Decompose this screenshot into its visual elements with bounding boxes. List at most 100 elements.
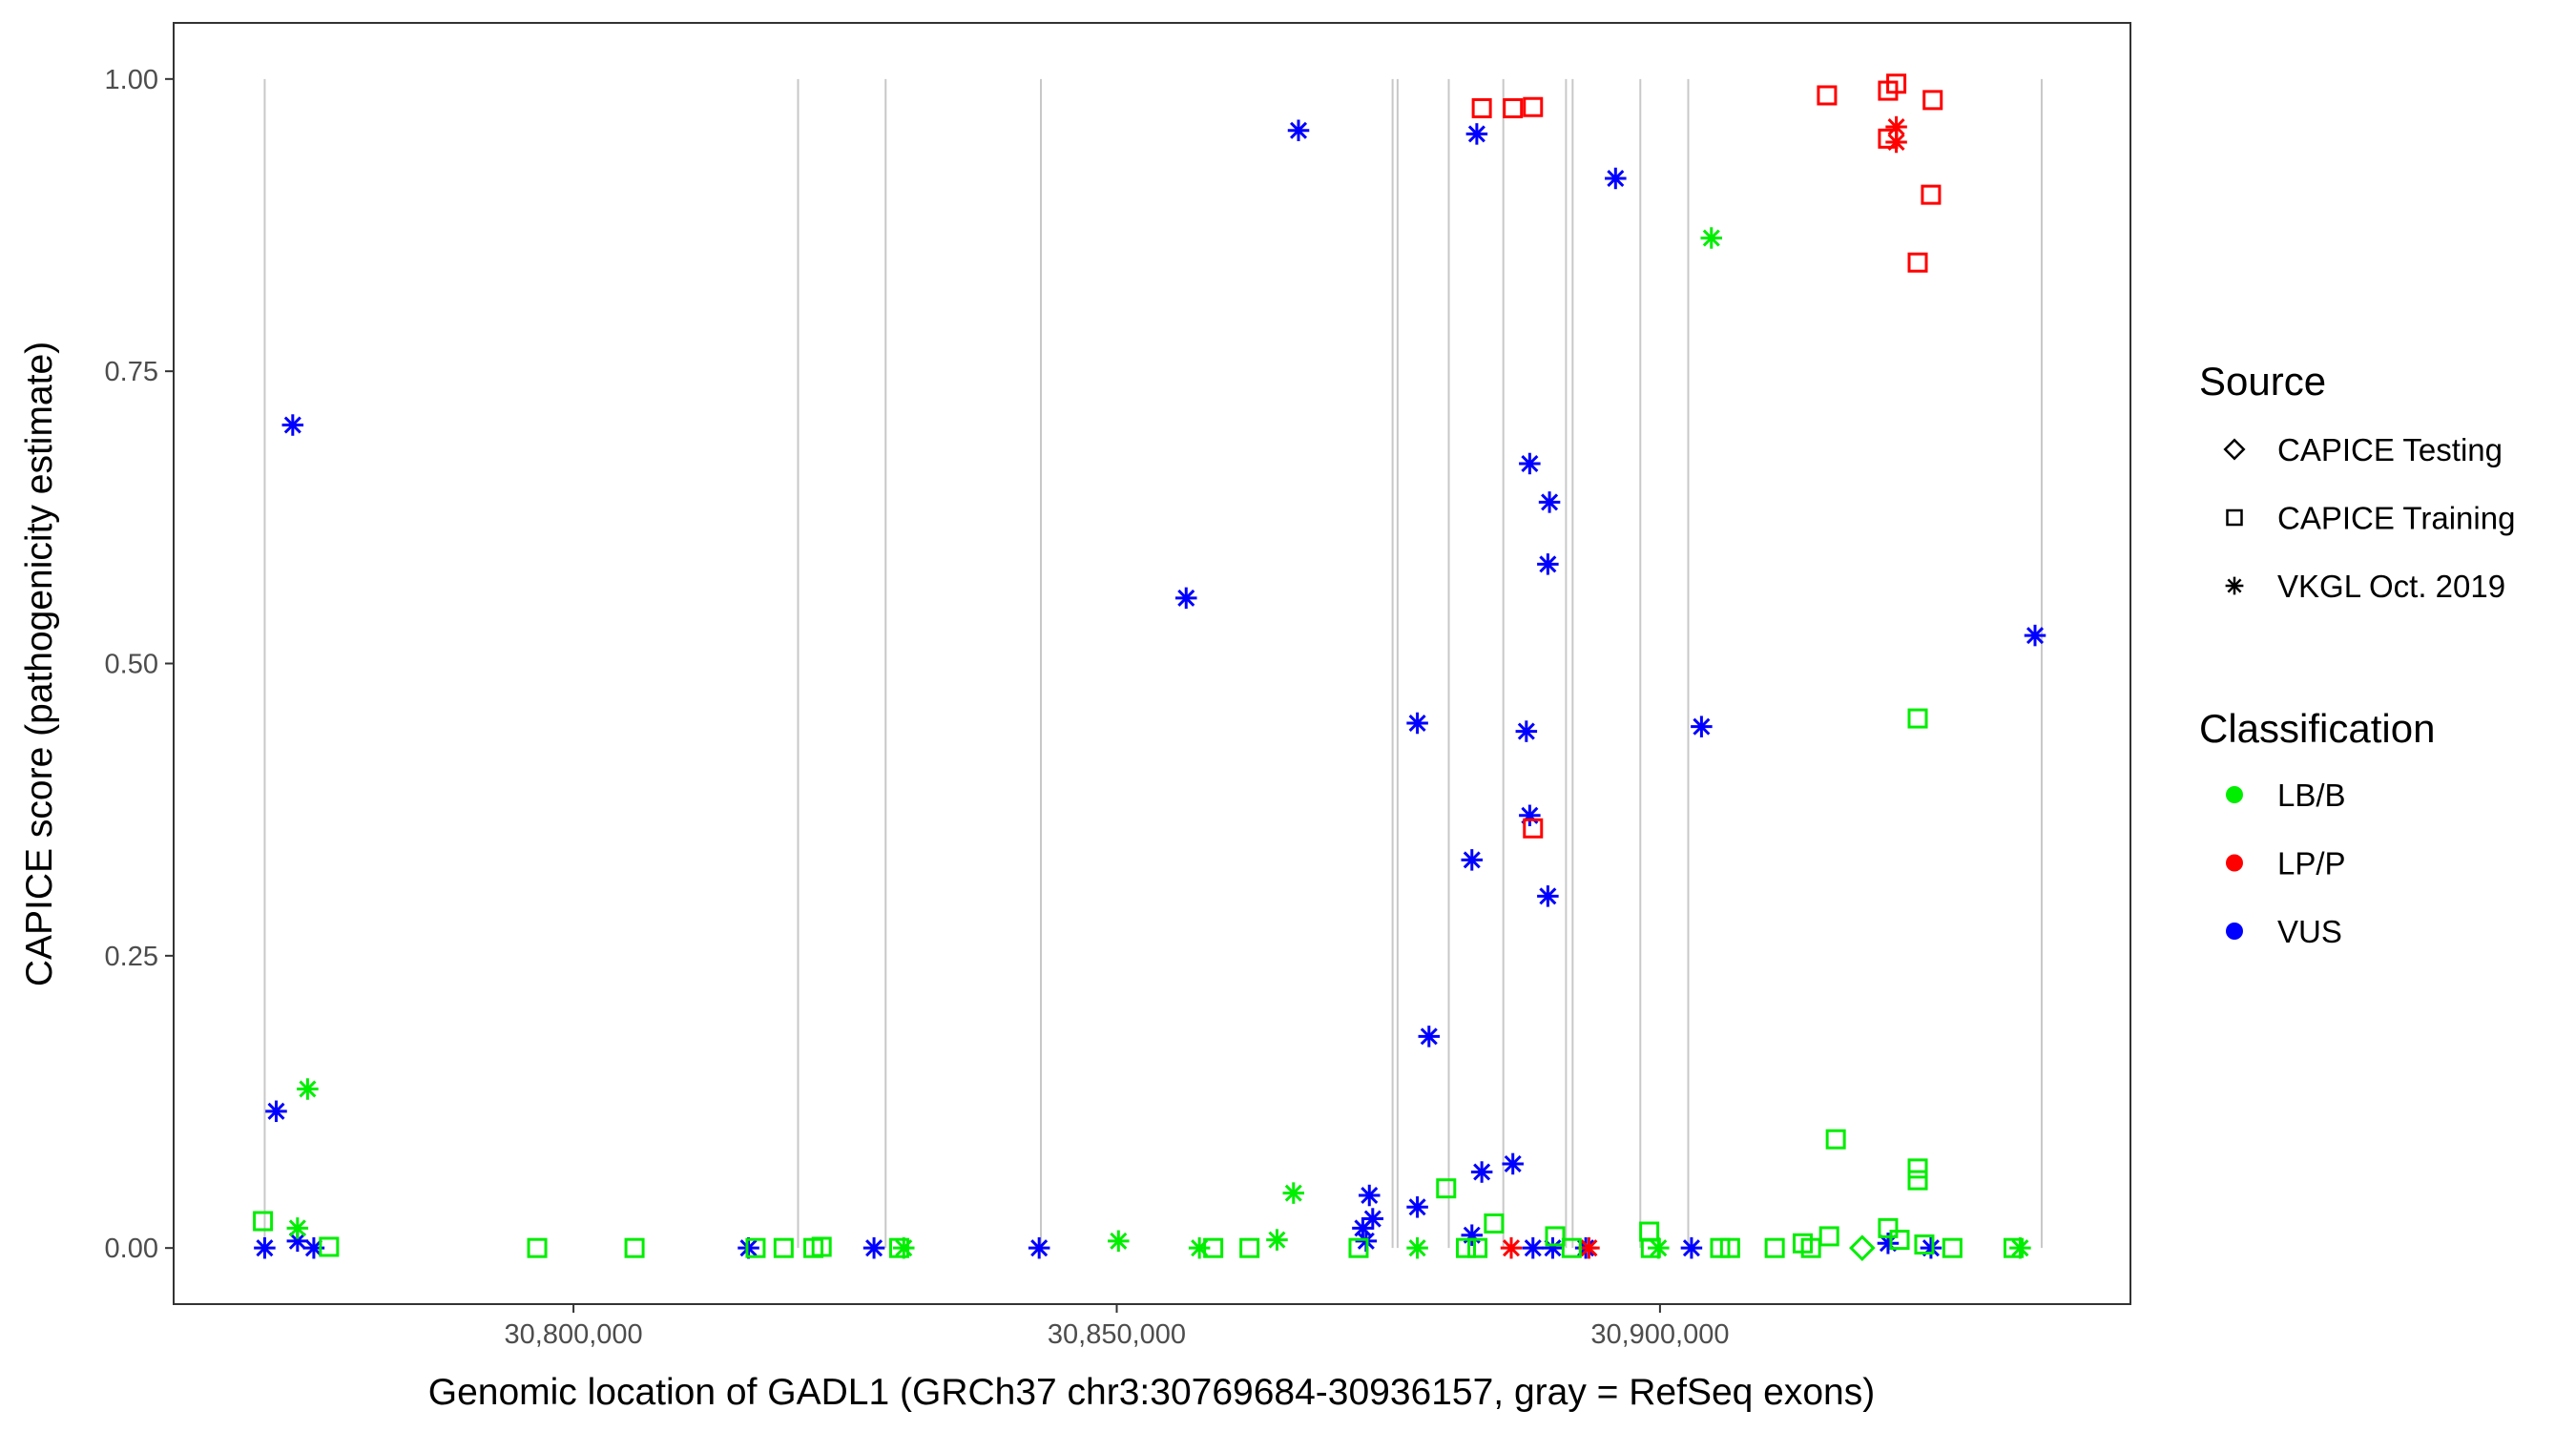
data-point xyxy=(281,414,304,436)
legend-square-icon xyxy=(2226,508,2243,527)
data-point xyxy=(1418,1026,1441,1047)
exon-lines xyxy=(263,78,2043,1249)
data-point xyxy=(1719,1237,1740,1258)
data-point xyxy=(1515,720,1538,742)
x-tick-label: 30,850,000 xyxy=(1048,1319,1186,1350)
data-point xyxy=(1825,1129,1846,1150)
data-point xyxy=(1800,1237,1821,1258)
data-point xyxy=(1849,1234,1876,1262)
data-point xyxy=(1561,1237,1582,1258)
data-point xyxy=(888,1237,909,1258)
data-point xyxy=(1500,1236,1523,1259)
data-point xyxy=(1885,131,1907,154)
data-point xyxy=(1465,123,1488,145)
data-point xyxy=(1502,1152,1524,1175)
data-point xyxy=(1287,119,1310,141)
data-point xyxy=(1537,553,1559,575)
data-point xyxy=(1907,1158,1928,1179)
data-point xyxy=(1700,227,1723,249)
legend: Source Classification CAPICE Testing CAPI… xyxy=(2199,359,2515,949)
data-point xyxy=(1523,818,1544,839)
data-point xyxy=(2024,624,2046,647)
y-tick-label: 0.75 xyxy=(105,357,158,387)
data-point xyxy=(2003,1237,2024,1258)
legend-source-title: Source xyxy=(2199,359,2326,404)
y-tick-label: 0.00 xyxy=(105,1234,158,1264)
data-point xyxy=(1456,1237,1477,1258)
legend-source-label: CAPICE Testing xyxy=(2277,432,2503,467)
data-point xyxy=(1680,1236,1703,1259)
data-point xyxy=(319,1236,340,1257)
data-point xyxy=(1470,1161,1493,1183)
x-tick-label: 30,800,000 xyxy=(505,1319,643,1350)
data-point xyxy=(1519,804,1541,827)
data-point xyxy=(1922,90,1943,111)
data-point xyxy=(1914,1234,1935,1255)
data-point xyxy=(745,1237,766,1258)
data-point xyxy=(1907,708,1928,729)
data-point xyxy=(1406,1196,1428,1218)
legend-color-dot-icon xyxy=(2226,786,2243,803)
data-point xyxy=(1523,96,1544,117)
data-point xyxy=(265,1100,287,1123)
legend-classification-label: VUS xyxy=(2277,914,2342,949)
y-axis: 0.00 0.25 0.50 0.75 1.00 xyxy=(105,65,174,1264)
data-point xyxy=(1942,1237,1963,1258)
data-point xyxy=(1605,167,1627,190)
legend-source-label: VKGL Oct. 2019 xyxy=(2277,569,2505,604)
data-point xyxy=(1503,97,1524,118)
data-point xyxy=(1640,1237,1661,1258)
data-point xyxy=(286,1217,309,1239)
data-point xyxy=(1817,85,1838,106)
legend-color-dot-icon xyxy=(2226,923,2243,940)
data-point xyxy=(624,1237,645,1258)
y-tick-label: 0.25 xyxy=(105,942,158,972)
data-point xyxy=(1921,184,1942,205)
x-axis: 30,800,000 30,850,000 30,900,000 xyxy=(505,1304,1729,1350)
data-point xyxy=(1818,1226,1839,1247)
data-point xyxy=(1282,1182,1305,1204)
data-point xyxy=(1889,1230,1910,1251)
data-point xyxy=(1519,452,1541,475)
data-point xyxy=(527,1237,548,1258)
data-points xyxy=(253,73,2046,1262)
data-point xyxy=(1907,252,1928,273)
data-point xyxy=(297,1078,319,1100)
plot-panel-border xyxy=(173,22,2131,1305)
data-point xyxy=(1266,1229,1288,1251)
y-tick-label: 1.00 xyxy=(105,65,158,95)
data-point xyxy=(1878,1217,1899,1238)
data-point xyxy=(1578,1236,1600,1259)
data-point xyxy=(1691,716,1713,737)
y-axis-title: CAPICE score (pathogenicity estimate) xyxy=(19,342,60,986)
data-point xyxy=(1471,97,1492,118)
legend-classification-title: Classification xyxy=(2199,706,2435,751)
data-point xyxy=(862,1236,885,1259)
data-point xyxy=(302,1236,325,1259)
legend-classification-label: LB/B xyxy=(2277,778,2346,813)
data-point xyxy=(1108,1230,1130,1253)
data-point xyxy=(1639,1221,1660,1242)
legend-classification-label: LP/P xyxy=(2277,846,2346,881)
data-point xyxy=(1175,587,1197,610)
x-axis-title: Genomic location of GADL1 (GRCh37 chr3:3… xyxy=(428,1372,1876,1413)
data-point xyxy=(1920,1236,1942,1259)
y-tick-label: 0.50 xyxy=(105,650,158,680)
data-point xyxy=(1907,1170,1928,1191)
data-point xyxy=(773,1237,794,1258)
legend-asterisk-icon xyxy=(2225,576,2244,595)
data-point xyxy=(1461,1224,1484,1246)
data-point xyxy=(1436,1178,1457,1199)
data-point xyxy=(253,1211,274,1232)
data-point xyxy=(1348,1237,1369,1258)
data-point xyxy=(1028,1236,1050,1259)
x-tick-label: 30,900,000 xyxy=(1590,1319,1729,1350)
data-point xyxy=(1406,712,1428,735)
data-point xyxy=(1545,1226,1566,1247)
legend-diamond-icon xyxy=(2223,438,2246,461)
data-point xyxy=(1406,1236,1428,1259)
data-point xyxy=(1239,1237,1260,1258)
data-point xyxy=(1522,1236,1545,1259)
data-point xyxy=(811,1236,832,1257)
